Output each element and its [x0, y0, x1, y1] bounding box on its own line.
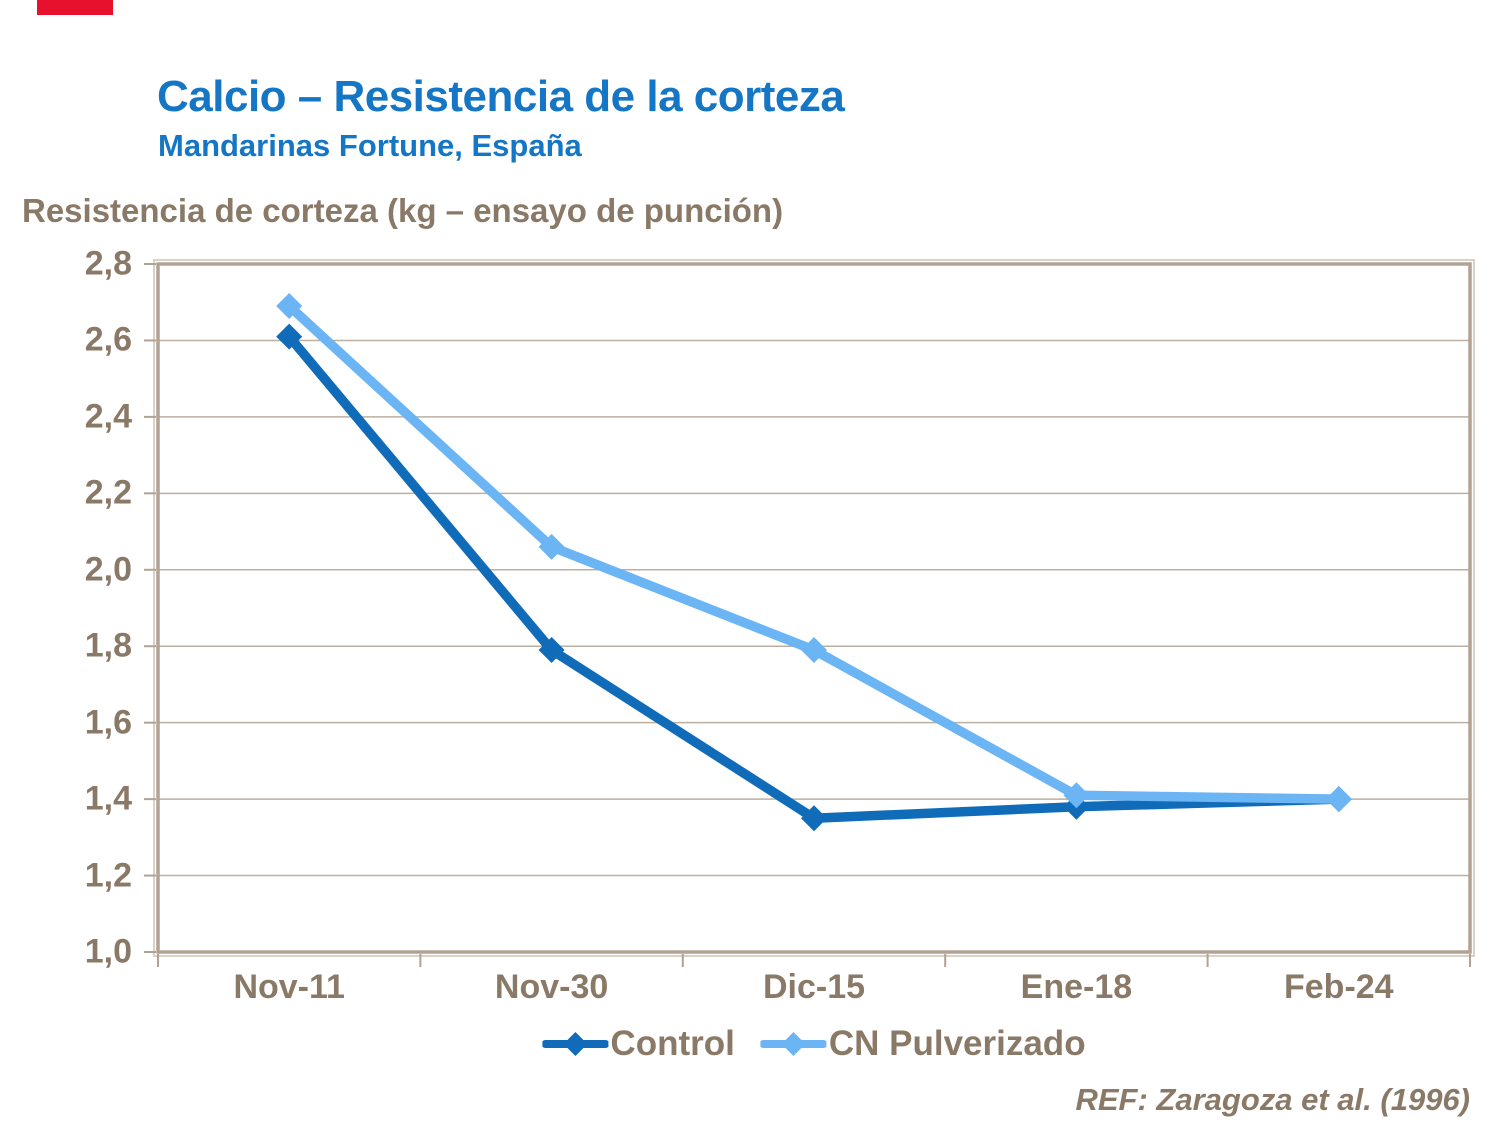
y-axis-tick-label: 2,4: [84, 397, 132, 436]
legend-item-cn-pulverizado: CN Pulverizado: [760, 1024, 1086, 1064]
x-axis-label: Nov-30: [494, 968, 609, 1006]
x-axis-label: Ene-18: [1020, 968, 1133, 1006]
red-accent-mark: [37, 0, 113, 15]
x-axis-label: Dic-15: [762, 968, 866, 1006]
chart-legend: Control CN Pulverizado: [542, 1024, 1086, 1064]
reference-note: REF: Zaragoza et al. (1996): [1075, 1082, 1470, 1117]
x-axis-label: Feb-24: [1284, 968, 1394, 1006]
y-axis-tick-label: 1,0: [84, 932, 132, 971]
slide-title: Calcio – Resistencia de la corteza: [157, 72, 845, 121]
y-axis-tick-label: 1,2: [84, 856, 132, 895]
y-axis-tick-label: 1,4: [84, 779, 132, 818]
y-axis-tick-label: 2,0: [84, 550, 132, 589]
legend-label: Control: [610, 1024, 735, 1063]
legend-label: CN Pulverizado: [828, 1024, 1086, 1063]
y-axis-tick-label: 2,8: [84, 244, 132, 283]
legend-marker-icon: [760, 1032, 827, 1056]
chart-axis-title: Resistencia de corteza (kg – ensayo de p…: [22, 192, 784, 229]
x-axis-label: Nov-11: [233, 968, 345, 1006]
legend-item-control: Control: [542, 1024, 735, 1064]
slide-subtitle: Mandarinas Fortune, España: [158, 128, 582, 163]
y-axis-tick-label: 2,2: [84, 473, 132, 512]
legend-marker-icon: [542, 1032, 609, 1056]
y-axis-tick-label: 1,6: [84, 703, 132, 742]
y-axis-tick-label: 2,6: [84, 320, 132, 359]
y-axis-tick-label: 1,8: [84, 626, 132, 665]
